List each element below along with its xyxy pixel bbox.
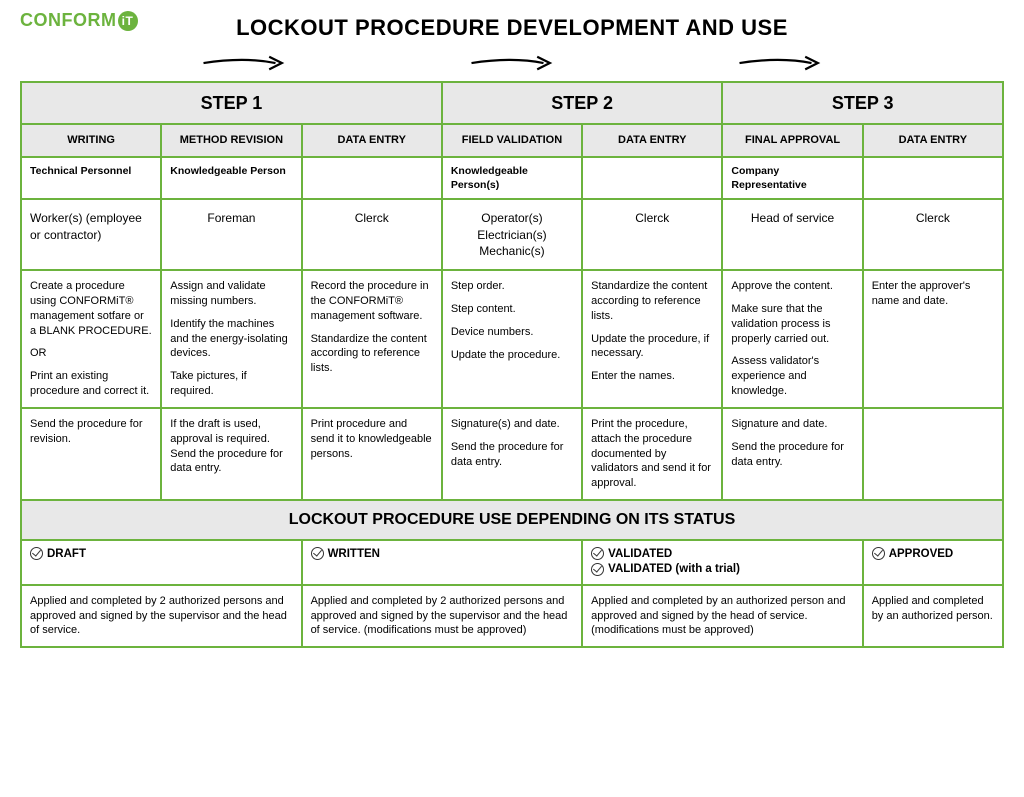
check-icon — [872, 547, 885, 560]
subheader-data-entry-1: DATA ENTRY — [302, 124, 442, 157]
tasks-c4: Step order.Step content.Device numbers.U… — [442, 270, 582, 408]
status-written-desc: Applied and completed by 2 authorized pe… — [302, 585, 583, 648]
who-foreman: Foreman — [161, 199, 301, 270]
subheader-data-entry-2: DATA ENTRY — [582, 124, 722, 157]
step-3-header: STEP 3 — [722, 82, 1003, 124]
role-empty-2 — [582, 157, 722, 199]
check-icon — [311, 547, 324, 560]
role-empty-3 — [863, 157, 1003, 199]
role-empty-1 — [302, 157, 442, 199]
use-section-title: LOCKOUT PROCEDURE USE DEPENDING ON ITS S… — [21, 500, 1003, 540]
tasks-c2: Assign and validate missing numbers.Iden… — [161, 270, 301, 408]
tasks-c1: Create a procedure using CONFORMiT® mana… — [21, 270, 161, 408]
tasks-c7: Enter the approver's name and date. — [863, 270, 1003, 408]
role-technical: Technical Personnel — [21, 157, 161, 199]
check-icon — [30, 547, 43, 560]
logo: CONFORMiT — [20, 10, 138, 31]
status-written-header: WRITTEN — [302, 540, 583, 585]
outputs-c2: If the draft is used, approval is requir… — [161, 408, 301, 500]
who-worker: Worker(s) (employee or contractor) — [21, 199, 161, 270]
arrow-icon — [467, 51, 557, 76]
subheader-final-approval: FINAL APPROVAL — [722, 124, 862, 157]
procedure-table: STEP 1 STEP 2 STEP 3 WRITING METHOD REVI… — [20, 81, 1004, 648]
role-knowledgeable: Knowledgeable Person — [161, 157, 301, 199]
arrow-icon — [199, 51, 289, 76]
status-draft-header: DRAFT — [21, 540, 302, 585]
logo-badge: iT — [118, 11, 138, 31]
who-operator: Operator(s) Electrician(s) Mechanic(s) — [442, 199, 582, 270]
tasks-c3: Record the procedure in the CONFORMiT® m… — [302, 270, 442, 408]
role-knowledgeable-persons: Knowledgeable Person(s) — [442, 157, 582, 199]
subheader-method-revision: METHOD REVISION — [161, 124, 301, 157]
check-icon — [591, 563, 604, 576]
status-draft-desc: Applied and completed by 2 authorized pe… — [21, 585, 302, 648]
status-approved-desc: Applied and completed by an authorized p… — [863, 585, 1003, 648]
outputs-c5: Print the procedure, attach the procedur… — [582, 408, 722, 500]
role-company-rep: Company Representative — [722, 157, 862, 199]
tasks-c6: Approve the content.Make sure that the v… — [722, 270, 862, 408]
arrow-icon — [735, 51, 825, 76]
subheader-writing: WRITING — [21, 124, 161, 157]
outputs-c4: Signature(s) and date.Send the procedure… — [442, 408, 582, 500]
arrow-row — [110, 51, 914, 76]
logo-text-1: CONFORM — [20, 10, 117, 30]
status-validated-desc: Applied and completed by an authorized p… — [582, 585, 863, 648]
check-icon — [591, 547, 604, 560]
subheader-data-entry-3: DATA ENTRY — [863, 124, 1003, 157]
page-title: LOCKOUT PROCEDURE DEVELOPMENT AND USE — [20, 15, 1004, 41]
outputs-c1: Send the procedure for revision. — [21, 408, 161, 500]
outputs-c7 — [863, 408, 1003, 500]
subheader-field-validation: FIELD VALIDATION — [442, 124, 582, 157]
who-clerck-2: Clerck — [582, 199, 722, 270]
outputs-c3: Print procedure and send it to knowledge… — [302, 408, 442, 500]
who-clerck-1: Clerck — [302, 199, 442, 270]
outputs-c6: Signature and date.Send the procedure fo… — [722, 408, 862, 500]
status-validated-header: VALIDATED VALIDATED (with a trial) — [582, 540, 863, 585]
step-1-header: STEP 1 — [21, 82, 442, 124]
who-clerck-3: Clerck — [863, 199, 1003, 270]
status-approved-header: APPROVED — [863, 540, 1003, 585]
who-head-of-service: Head of service — [722, 199, 862, 270]
step-2-header: STEP 2 — [442, 82, 723, 124]
tasks-c5: Standardize the content according to ref… — [582, 270, 722, 408]
